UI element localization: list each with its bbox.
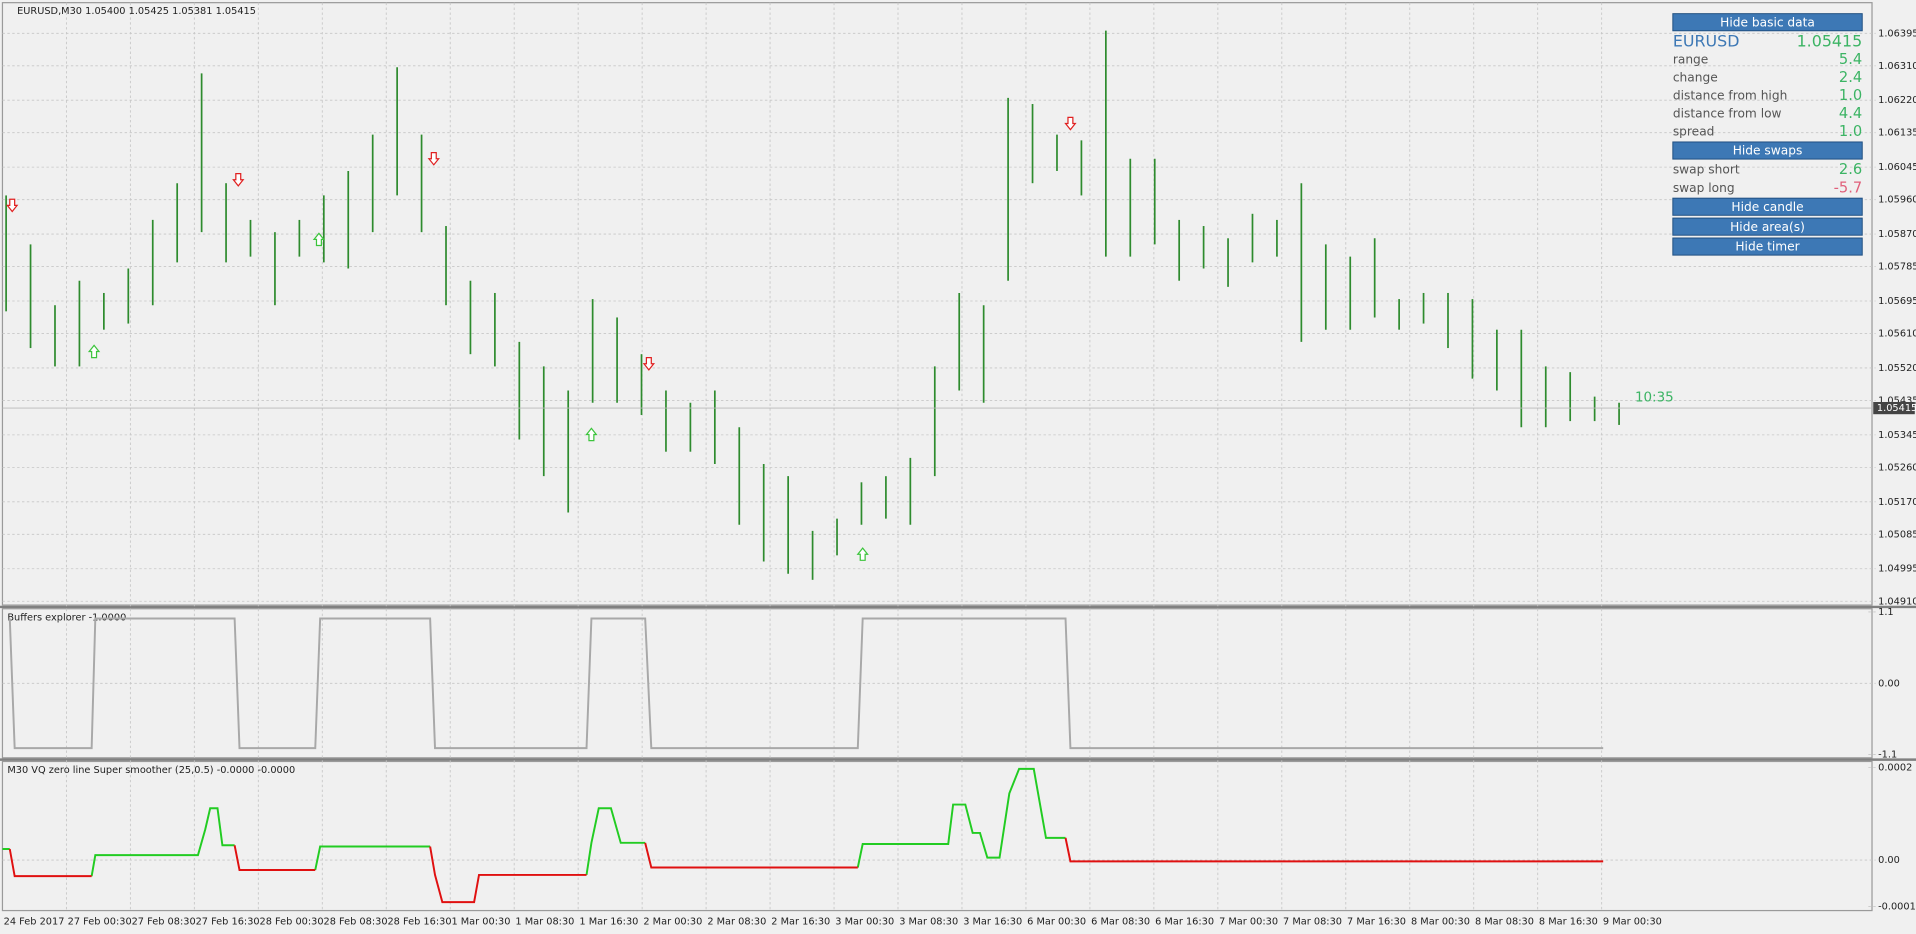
button-label[interactable]: Hide basic data bbox=[1720, 15, 1815, 29]
series-line bbox=[8, 837, 1604, 904]
x-tick-label: 8 Mar 00:30 bbox=[1411, 917, 1470, 928]
x-tick-label: 8 Mar 08:30 bbox=[1475, 917, 1534, 928]
y-tick-label: 1.05785 bbox=[1878, 262, 1916, 273]
buy-arrow bbox=[856, 547, 869, 561]
y-tick-label: 1.06310 bbox=[1878, 61, 1916, 72]
x-tick-label: 27 Feb 08:30 bbox=[132, 917, 196, 928]
pane-title: M30 VQ zero line Super smoother (25,0.5)… bbox=[7, 765, 295, 776]
x-tick-label: 1 Mar 08:30 bbox=[515, 917, 574, 928]
sell-arrow bbox=[642, 357, 656, 371]
y-tick-label: 1.05260 bbox=[1878, 462, 1916, 473]
button[interactable] bbox=[1672, 237, 1863, 256]
pane-title: Buffers explorer -1.0000 bbox=[7, 612, 126, 623]
button-label[interactable]: Hide swaps bbox=[1733, 144, 1803, 158]
x-tick-label: 1 Mar 16:30 bbox=[579, 917, 638, 928]
info-value: 4.4 bbox=[1839, 105, 1862, 122]
y-tick-label: 1.05520 bbox=[1878, 363, 1916, 374]
x-tick-label: 7 Mar 00:30 bbox=[1219, 917, 1278, 928]
info-label: change bbox=[1673, 71, 1718, 85]
x-tick-label: 6 Mar 08:30 bbox=[1091, 917, 1150, 928]
x-tick-label: 28 Feb 08:30 bbox=[324, 917, 388, 928]
info-label: spread bbox=[1673, 124, 1715, 138]
swap-value: 2.6 bbox=[1839, 161, 1862, 178]
x-tick-label: 27 Feb 00:30 bbox=[68, 917, 132, 928]
x-tick-label: 24 Feb 2017 bbox=[4, 917, 65, 928]
swap-label: swap short bbox=[1673, 163, 1740, 177]
button[interactable] bbox=[1672, 141, 1863, 160]
button[interactable] bbox=[1672, 197, 1863, 216]
timer: 10:35 bbox=[1635, 390, 1674, 405]
pane-frame bbox=[1, 2, 1873, 606]
x-tick-label: 28 Feb 00:30 bbox=[260, 917, 324, 928]
x-tick-label: 6 Mar 16:30 bbox=[1155, 917, 1214, 928]
info-label: distance from low bbox=[1673, 106, 1782, 120]
symbol-price: 1.05415 bbox=[1797, 31, 1863, 50]
x-tick-label: 2 Mar 00:30 bbox=[643, 917, 702, 928]
y-tick-label: 1.04910 bbox=[1878, 596, 1916, 607]
buy-arrow bbox=[87, 344, 101, 359]
x-tick-label: 1 Mar 00:30 bbox=[451, 917, 510, 928]
y-tick-label: 1.05085 bbox=[1878, 529, 1916, 540]
y-tick-label: 1.06045 bbox=[1878, 162, 1916, 173]
y-tick-label: 1.05435 bbox=[1878, 395, 1916, 406]
info-value: 1.0 bbox=[1839, 123, 1862, 140]
y-tick-label: 1.06135 bbox=[1878, 128, 1916, 139]
y-tick-label: 1.1 bbox=[1878, 607, 1894, 618]
button[interactable] bbox=[1672, 217, 1863, 236]
x-tick-label: 2 Mar 08:30 bbox=[707, 917, 766, 928]
x-tick-label: 3 Mar 16:30 bbox=[963, 917, 1022, 928]
sell-arrow bbox=[6, 198, 19, 213]
sell-arrow bbox=[1064, 116, 1077, 131]
swap-label: swap long bbox=[1673, 181, 1735, 195]
y-tick-label: -0.0001 bbox=[1878, 901, 1916, 912]
y-tick-label: 1.05610 bbox=[1878, 329, 1916, 340]
y-tick-label: 0.00 bbox=[1878, 678, 1900, 689]
y-tick-label: 0.0002 bbox=[1878, 763, 1912, 774]
buy-arrow bbox=[312, 232, 326, 247]
x-tick-label: 28 Feb 16:30 bbox=[387, 917, 451, 928]
x-tick-label: 7 Mar 16:30 bbox=[1347, 917, 1406, 928]
y-tick-label: 0.00 bbox=[1878, 855, 1900, 866]
y-tick-label: 1.06220 bbox=[1878, 95, 1916, 106]
sell-arrow bbox=[232, 173, 245, 187]
y-tick-label: 1.05870 bbox=[1878, 229, 1916, 240]
info-value: 1.0 bbox=[1839, 87, 1862, 104]
pane-frame bbox=[1, 760, 1873, 912]
info-label: range bbox=[1673, 53, 1708, 67]
y-tick-label: 1.05960 bbox=[1878, 195, 1916, 206]
y-tick-label: 1.05345 bbox=[1878, 430, 1916, 441]
x-tick-label: 8 Mar 16:30 bbox=[1539, 917, 1598, 928]
button-label[interactable]: Hide timer bbox=[1735, 240, 1800, 254]
symbol: EURUSD bbox=[1673, 31, 1740, 50]
sell-arrow bbox=[427, 151, 440, 166]
info-value: 2.4 bbox=[1839, 69, 1862, 86]
x-tick-label: 6 Mar 00:30 bbox=[1027, 917, 1086, 928]
info-value: 5.4 bbox=[1839, 51, 1862, 68]
series-line bbox=[8, 617, 1604, 750]
button-label[interactable]: Hide area(s) bbox=[1730, 220, 1805, 234]
x-tick-label: 3 Mar 00:30 bbox=[835, 917, 894, 928]
y-tick-label: -1.1 bbox=[1878, 750, 1897, 761]
x-tick-label: 7 Mar 08:30 bbox=[1283, 917, 1342, 928]
buy-arrow bbox=[585, 427, 598, 442]
current-price-label: 1.05415 bbox=[1877, 403, 1916, 414]
y-tick-label: 1.05695 bbox=[1878, 296, 1916, 307]
y-tick-label: 1.04995 bbox=[1878, 564, 1916, 575]
button-label[interactable]: Hide candle bbox=[1731, 200, 1803, 214]
swap-value: -5.7 bbox=[1834, 179, 1863, 196]
info-label: distance from high bbox=[1673, 89, 1787, 103]
y-tick-label: 1.06395 bbox=[1878, 28, 1916, 39]
series-line bbox=[2, 767, 1066, 877]
x-tick-label: 27 Feb 16:30 bbox=[196, 917, 260, 928]
x-tick-label: 3 Mar 08:30 bbox=[899, 917, 958, 928]
y-tick-label: 1.05170 bbox=[1878, 497, 1916, 508]
pane-title: EURUSD,M30 1.05400 1.05425 1.05381 1.054… bbox=[17, 6, 256, 17]
x-tick-label: 9 Mar 00:30 bbox=[1603, 917, 1662, 928]
x-tick-label: 2 Mar 16:30 bbox=[771, 917, 830, 928]
current-price-box bbox=[1873, 401, 1915, 415]
button[interactable] bbox=[1672, 13, 1863, 32]
